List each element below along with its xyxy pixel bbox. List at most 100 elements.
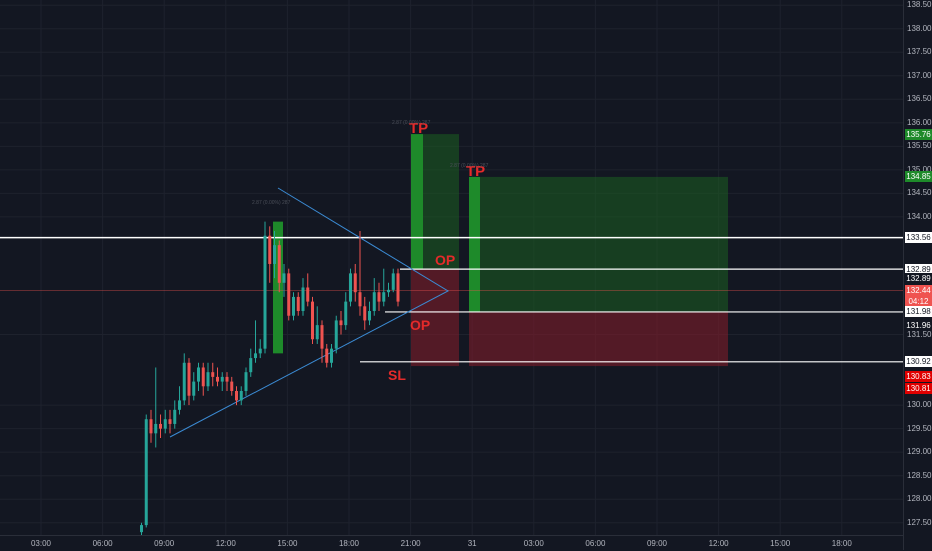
candle-body bbox=[220, 376, 224, 382]
time-tick-label: 18:00 bbox=[338, 539, 360, 548]
candle-body bbox=[353, 273, 357, 293]
price-level-badge: 132.89 bbox=[905, 263, 932, 275]
candle-body bbox=[306, 287, 310, 302]
candle-body bbox=[363, 306, 367, 321]
price-level-badge: 131.98 bbox=[905, 306, 932, 318]
price-tick-label: 134.00 bbox=[907, 211, 932, 221]
candle-body bbox=[325, 348, 329, 363]
open-price-label-2: OP bbox=[410, 317, 431, 333]
breakout-highlight bbox=[273, 221, 283, 354]
candle-body bbox=[320, 325, 324, 349]
candle-body bbox=[334, 320, 338, 349]
candle-body bbox=[292, 296, 295, 316]
candle-body bbox=[159, 423, 162, 429]
candle-body bbox=[263, 235, 267, 349]
stop-loss-zone-1 bbox=[411, 269, 459, 367]
tp-bar-1 bbox=[411, 134, 423, 270]
time-tick-label: 12:00 bbox=[215, 539, 236, 548]
candle-body bbox=[277, 245, 281, 283]
price-tick-label: 127.50 bbox=[907, 517, 932, 527]
candle-body bbox=[391, 273, 395, 290]
candle-body bbox=[372, 292, 376, 312]
price-level-badge: 132.44 bbox=[905, 284, 932, 296]
price-level-badge: 04:12 bbox=[905, 295, 932, 307]
candle-body bbox=[254, 353, 257, 359]
stop-loss-label: SL bbox=[388, 367, 406, 383]
time-axis[interactable]: 03:00 06:00 09:00 12:00 15:00 18:00 21:00 31 03:… bbox=[0, 535, 903, 551]
time-tick-label: 15:00 bbox=[277, 539, 298, 548]
candle-body bbox=[149, 419, 153, 434]
price-level-badge: 135.76 bbox=[905, 128, 932, 140]
price-tick-label: 136.00 bbox=[907, 117, 932, 127]
price-chart-canvas[interactable] bbox=[0, 0, 903, 535]
candle-body bbox=[187, 362, 191, 396]
candle-body bbox=[301, 287, 305, 312]
price-level-badge: 133.56 bbox=[905, 232, 932, 244]
candle-body bbox=[315, 325, 319, 340]
candle-body bbox=[339, 320, 343, 326]
candle-body bbox=[296, 296, 300, 312]
time-tick-label: 06:00 bbox=[585, 539, 606, 548]
measure-readout-3: 2.87 (0.00%) 287 bbox=[450, 163, 489, 169]
triangle-pattern bbox=[169, 187, 450, 438]
time-tick-label: 31 bbox=[467, 539, 477, 548]
price-tick-label: 129.50 bbox=[907, 423, 932, 433]
price-tick-label: 138.50 bbox=[907, 0, 932, 10]
candle-body bbox=[192, 381, 196, 396]
candle-body bbox=[358, 292, 362, 307]
candle-body bbox=[368, 311, 371, 321]
time-tick-label: 15:00 bbox=[770, 539, 791, 548]
price-tick-label: 128.00 bbox=[907, 494, 932, 504]
candle-body bbox=[330, 348, 333, 363]
candle-body bbox=[178, 400, 181, 410]
candle-body bbox=[268, 235, 272, 264]
measure-readout-2: 2.87 (0.00%) 287 bbox=[392, 120, 431, 126]
candle-body bbox=[396, 273, 400, 302]
price-level-badge: 130.81 bbox=[905, 383, 932, 395]
candle-body bbox=[182, 362, 186, 401]
candle-body bbox=[249, 358, 253, 373]
candle-body bbox=[230, 381, 234, 392]
candle-body bbox=[273, 245, 276, 264]
price-tick-label: 134.50 bbox=[907, 188, 932, 198]
price-tick-label: 137.00 bbox=[907, 70, 932, 80]
candle-body bbox=[206, 372, 210, 387]
time-tick-label: 03:00 bbox=[30, 539, 52, 548]
price-tick-label: 130.00 bbox=[907, 400, 932, 410]
price-tick-label: 137.50 bbox=[907, 47, 932, 57]
candle-body bbox=[244, 372, 248, 392]
candle-body bbox=[163, 419, 167, 429]
price-tick-label: 136.50 bbox=[907, 94, 932, 104]
price-level-badge: 132.89 bbox=[905, 273, 932, 285]
take-profit-zone-2 bbox=[469, 176, 728, 312]
candle-body bbox=[173, 409, 177, 424]
price-level-badge: 130.92 bbox=[905, 356, 932, 368]
price-tick-label: 128.50 bbox=[907, 470, 932, 480]
price-level-badge: 134.85 bbox=[905, 171, 932, 183]
price-tick-label: 129.00 bbox=[907, 447, 932, 457]
time-tick-label: 06:00 bbox=[92, 539, 113, 548]
time-tick-label: 21:00 bbox=[400, 539, 421, 548]
candle-body bbox=[258, 348, 262, 354]
take-profit-label-2: TP bbox=[466, 163, 486, 180]
time-tick-label: 12:00 bbox=[708, 539, 729, 548]
candle-body bbox=[168, 419, 172, 424]
candle-body bbox=[311, 301, 314, 340]
price-tick-label: 138.00 bbox=[907, 23, 932, 33]
candle-body bbox=[144, 419, 148, 526]
price-level-badge: 130.83 bbox=[905, 371, 932, 383]
candle-body bbox=[154, 423, 158, 434]
candle-body bbox=[377, 292, 381, 302]
candle-body bbox=[197, 367, 200, 382]
candle-body bbox=[387, 289, 390, 293]
candle-body bbox=[287, 273, 291, 316]
candle-body bbox=[235, 391, 238, 401]
price-tick-label: 131.50 bbox=[907, 329, 932, 339]
measure-readout-1: 2.87 (0.00%) 287 bbox=[252, 200, 291, 206]
take-profit-label-1: TP bbox=[409, 120, 429, 137]
price-axis[interactable]: 138.50 138.00 137.50 137.00 136.50 136.00 135.… bbox=[903, 0, 932, 550]
price-tick-label: 135.50 bbox=[907, 141, 932, 151]
stop-loss-zone-2 bbox=[469, 311, 728, 367]
time-tick-label: 09:00 bbox=[154, 539, 175, 548]
